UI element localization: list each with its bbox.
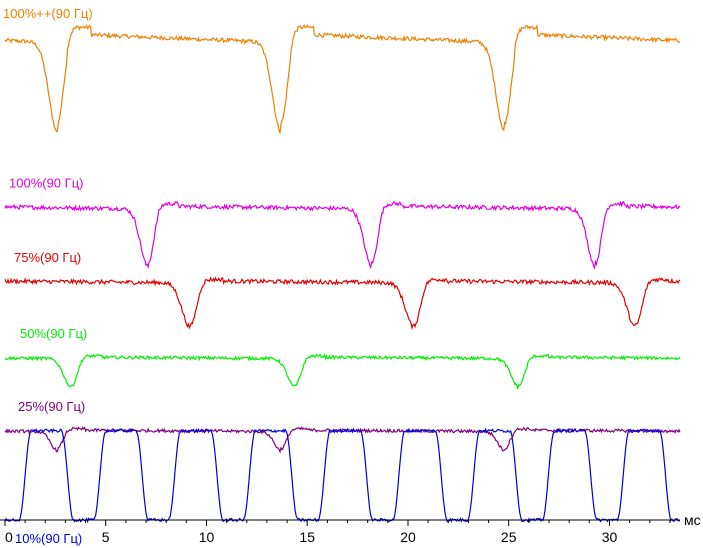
x-axis: 0 5 10 15 20 25 30 мс bbox=[0, 512, 701, 545]
trace-label-3: 75%(90 Гц) bbox=[14, 250, 81, 265]
x-tick-label: 5 bbox=[102, 529, 110, 545]
trace-line-3 bbox=[4, 276, 681, 331]
trace-label-6: 10%(90 Гц) bbox=[15, 531, 82, 546]
x-tick-label: 25 bbox=[501, 529, 517, 545]
trace-line-6 bbox=[4, 427, 681, 524]
trace-labels: 100%++(90 Гц) 100%(90 Гц) 75%(90 Гц) 50%(90… bbox=[3, 6, 93, 546]
trace-line-4 bbox=[4, 353, 681, 391]
trace-label-5: 25%(90 Гц) bbox=[18, 399, 85, 414]
x-tick-label: 15 bbox=[299, 529, 315, 545]
x-axis-unit: мс bbox=[684, 512, 701, 528]
x-tick-label: 10 bbox=[199, 529, 215, 545]
trace-line-1 bbox=[4, 23, 681, 134]
trace-label-1: 100%++(90 Гц) bbox=[3, 6, 93, 21]
x-tick-label: 30 bbox=[602, 529, 618, 545]
x-tick-label: 20 bbox=[400, 529, 416, 545]
trace-label-2: 100%(90 Гц) bbox=[9, 175, 83, 190]
traces-layer bbox=[4, 23, 681, 524]
trace-label-4: 50%(90 Гц) bbox=[20, 326, 87, 341]
x-tick-label: 0 bbox=[5, 529, 13, 545]
trace-line-2 bbox=[4, 200, 681, 271]
